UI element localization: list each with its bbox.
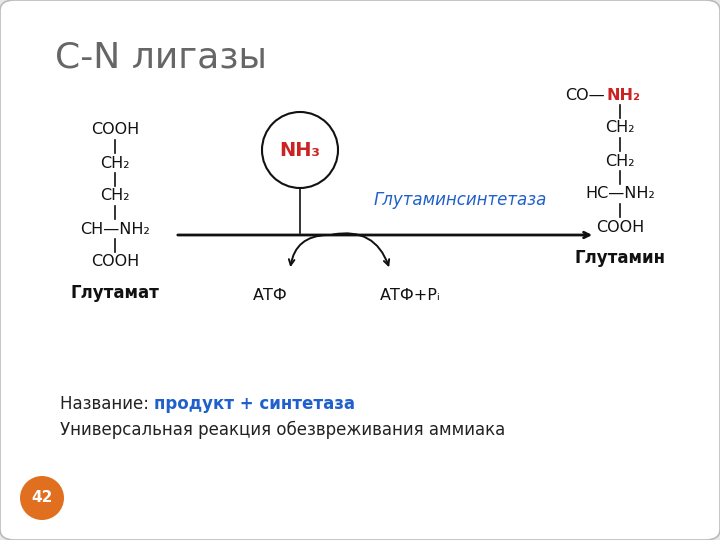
Text: Глутамин: Глутамин [575, 249, 665, 267]
Text: Глутамат: Глутамат [71, 284, 159, 302]
Text: продукт + синтетаза: продукт + синтетаза [154, 395, 355, 413]
Text: АТФ: АТФ [253, 288, 287, 303]
Text: COOH: COOH [596, 219, 644, 234]
Text: CH₂: CH₂ [606, 120, 635, 136]
Text: Название:: Название: [60, 395, 154, 413]
Text: COOH: COOH [91, 254, 139, 269]
Text: NH₃: NH₃ [279, 140, 320, 159]
Circle shape [20, 476, 64, 520]
Text: NH₂: NH₂ [606, 87, 640, 103]
Text: 42: 42 [31, 490, 53, 505]
Text: CH₂: CH₂ [606, 153, 635, 168]
Text: CO—: CO— [565, 87, 605, 103]
Text: COOH: COOH [91, 123, 139, 138]
Text: CH—NH₂: CH—NH₂ [80, 221, 150, 237]
Text: CH₂: CH₂ [100, 188, 130, 204]
Text: Глутаминсинтетаза: Глутаминсинтетаза [373, 191, 546, 209]
Text: HC—NH₂: HC—NH₂ [585, 186, 655, 201]
Text: Универсальная реакция обезвреживания аммиака: Универсальная реакция обезвреживания амм… [60, 421, 505, 439]
Text: CH₂: CH₂ [100, 156, 130, 171]
Text: АТФ+Pᵢ: АТФ+Pᵢ [379, 288, 441, 303]
Text: С-N лигазы: С-N лигазы [55, 40, 267, 74]
